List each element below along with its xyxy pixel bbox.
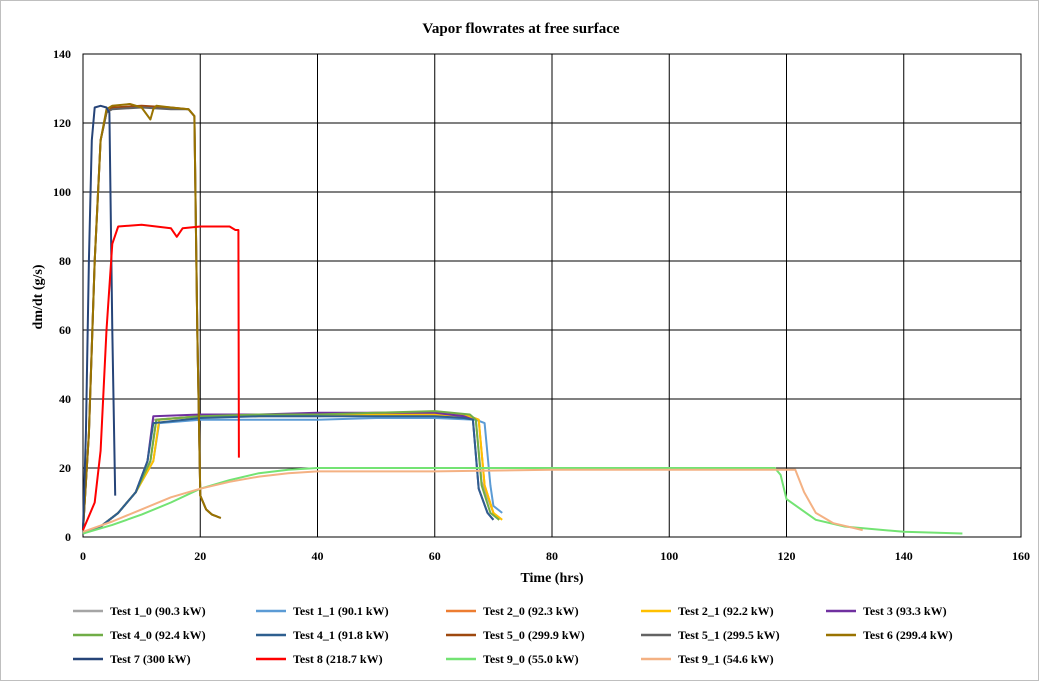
legend-label: Test 9_1 (54.6 kW)	[678, 652, 774, 666]
y-tick-label: 40	[59, 392, 71, 406]
series-line	[82, 468, 863, 533]
legend-label: Test 2_0 (92.3 kW)	[483, 604, 579, 618]
y-tick-label: 60	[59, 323, 71, 337]
x-tick-label: 20	[194, 549, 206, 563]
x-tick-label: 80	[546, 549, 558, 563]
legend-label: Test 7 (300 kW)	[110, 652, 191, 666]
y-tick-label: 20	[59, 461, 71, 475]
chart-title: Vapor flowrates at free surface	[422, 21, 620, 37]
legend-label: Test 6 (299.4 kW)	[863, 628, 953, 642]
legend-label: Test 3 (93.3 kW)	[863, 604, 947, 618]
series-lines	[82, 103, 963, 535]
y-tick-label: 120	[53, 116, 71, 130]
y-tick-label: 140	[53, 47, 71, 61]
legend: Test 1_0 (90.3 kW) Test 1_1 (90.1 kW) Test…	[73, 604, 953, 666]
x-tick-labels: 0 20 40 60 80 100 120 140 160	[80, 549, 1030, 563]
y-tick-labels: 0 20 40 60 80 100 120 140	[53, 47, 71, 544]
grid	[82, 53, 1022, 538]
legend-label: Test 1_0 (90.3 kW)	[110, 604, 206, 618]
series-line	[82, 415, 495, 535]
legend-label: Test 5_1 (299.5 kW)	[678, 628, 780, 642]
y-tick-label: 0	[65, 530, 71, 544]
series-line	[82, 223, 240, 531]
legend-label: Test 4_1 (91.8 kW)	[293, 628, 389, 642]
series-line	[82, 467, 963, 535]
y-tick-label: 80	[59, 254, 71, 268]
x-tick-label: 140	[895, 549, 913, 563]
series-line	[82, 413, 503, 535]
legend-label: Test 9_0 (55.0 kW)	[483, 652, 579, 666]
legend-label: Test 5_0 (299.9 kW)	[483, 628, 585, 642]
x-tick-label: 0	[80, 549, 86, 563]
series-line	[82, 103, 222, 531]
y-tick-label: 100	[53, 185, 71, 199]
x-tick-label: 40	[312, 549, 324, 563]
legend-label: Test 2_1 (92.2 kW)	[678, 604, 774, 618]
x-axis-title: Time (hrs)	[520, 571, 583, 586]
x-tick-label: 100	[660, 549, 678, 563]
x-tick-label: 160	[1012, 549, 1030, 563]
legend-label: Test 8 (218.7 kW)	[293, 652, 383, 666]
x-tick-label: 120	[778, 549, 796, 563]
x-tick-label: 60	[429, 549, 441, 563]
y-axis-title: dm/dt (g/s)	[31, 264, 46, 329]
legend-label: Test 1_1 (90.1 kW)	[293, 604, 389, 618]
legend-label: Test 4_0 (92.4 kW)	[110, 628, 206, 642]
series-line	[82, 104, 117, 531]
